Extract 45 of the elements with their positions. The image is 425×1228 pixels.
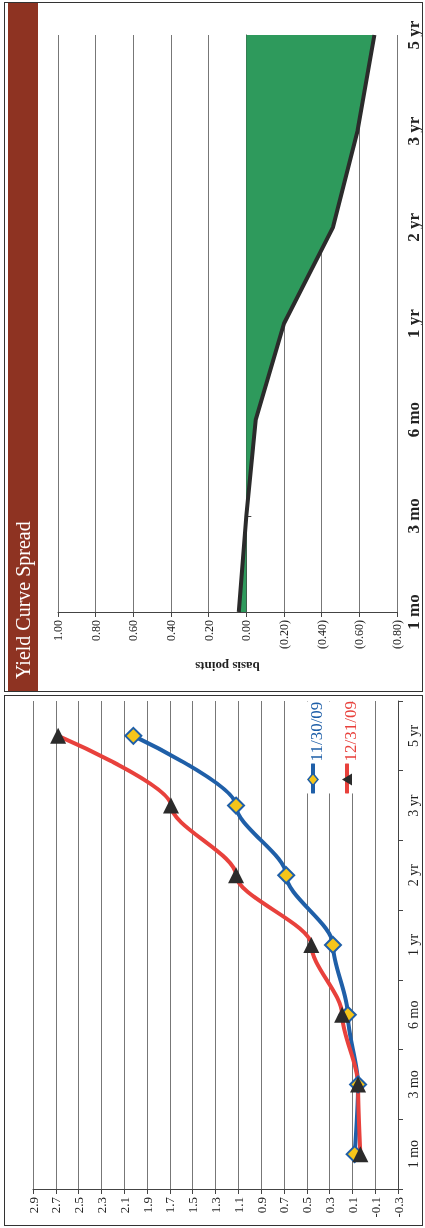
x-tick-label: 0.1	[344, 1197, 360, 1214]
x-tick-label: 0.60	[126, 620, 141, 641]
x-tick-label: 1.1	[230, 1197, 246, 1214]
x-tick-label: 2.5	[71, 1197, 87, 1214]
y-tick-label: 5 yr	[405, 724, 421, 747]
x-tick-label: -0.3	[390, 1197, 406, 1218]
x-tick-label: 0.9	[253, 1197, 269, 1214]
x-tick-label: (0.40)	[314, 620, 329, 649]
x-tick-label: 2.1	[116, 1197, 132, 1214]
y-tick-label: 6 mo	[404, 401, 423, 438]
text: 12/31/09	[341, 701, 360, 762]
x-tick-label: 0.80	[88, 620, 103, 641]
x-tick-label: 1.9	[139, 1197, 155, 1214]
y-tick-label: 5 yr	[404, 20, 423, 50]
y-tick-label: 3 yr	[405, 794, 421, 817]
y-tick-label: 2 yr	[405, 863, 421, 887]
x-tick-label: 2.9	[25, 1197, 41, 1214]
x-tick-label: 0.3	[322, 1197, 338, 1214]
x-tick-label: (0.20)	[277, 620, 291, 649]
x-tick-label: (0.80)	[390, 620, 404, 649]
x-tick-label: 1.00	[51, 620, 65, 641]
x-tick-label: 1.3	[208, 1197, 223, 1214]
x-tick-label: 1.7	[162, 1196, 178, 1214]
x-tick-label: -0.1	[367, 1197, 383, 1218]
y-tick-label: 6 mo	[405, 1000, 421, 1029]
x-tick-label: (0.60)	[352, 620, 367, 649]
x-tick-label: 0.20	[201, 620, 216, 641]
x-tick-label: 0.40	[164, 620, 178, 641]
x-tick-label: 0.5	[299, 1197, 315, 1214]
y-tick-label: 3 mo	[405, 1070, 421, 1099]
x-tick-label: 2.3	[93, 1197, 109, 1214]
y-tick-label: 3 yr	[404, 116, 423, 146]
x-tick-label: 2.7	[48, 1196, 64, 1214]
y-tick-label: 3 mo	[404, 498, 423, 534]
x-tick-label: 1.5	[185, 1197, 201, 1214]
text: 11/30/09	[307, 701, 326, 762]
x-tick-label: 0.00	[239, 620, 254, 641]
y-tick-label: 1 mo	[404, 594, 423, 630]
y-tick-label: 1 yr	[405, 933, 421, 957]
x-tick-label: 0.7	[276, 1196, 292, 1214]
y-tick-label: 1 yr	[404, 308, 423, 338]
y-tick-label: 1 mo	[405, 1139, 421, 1169]
text: Yield Curve Spread	[8, 3, 38, 691]
x-axis-title: basis points	[195, 659, 260, 674]
y-tick-label: 2 yr	[404, 212, 423, 242]
